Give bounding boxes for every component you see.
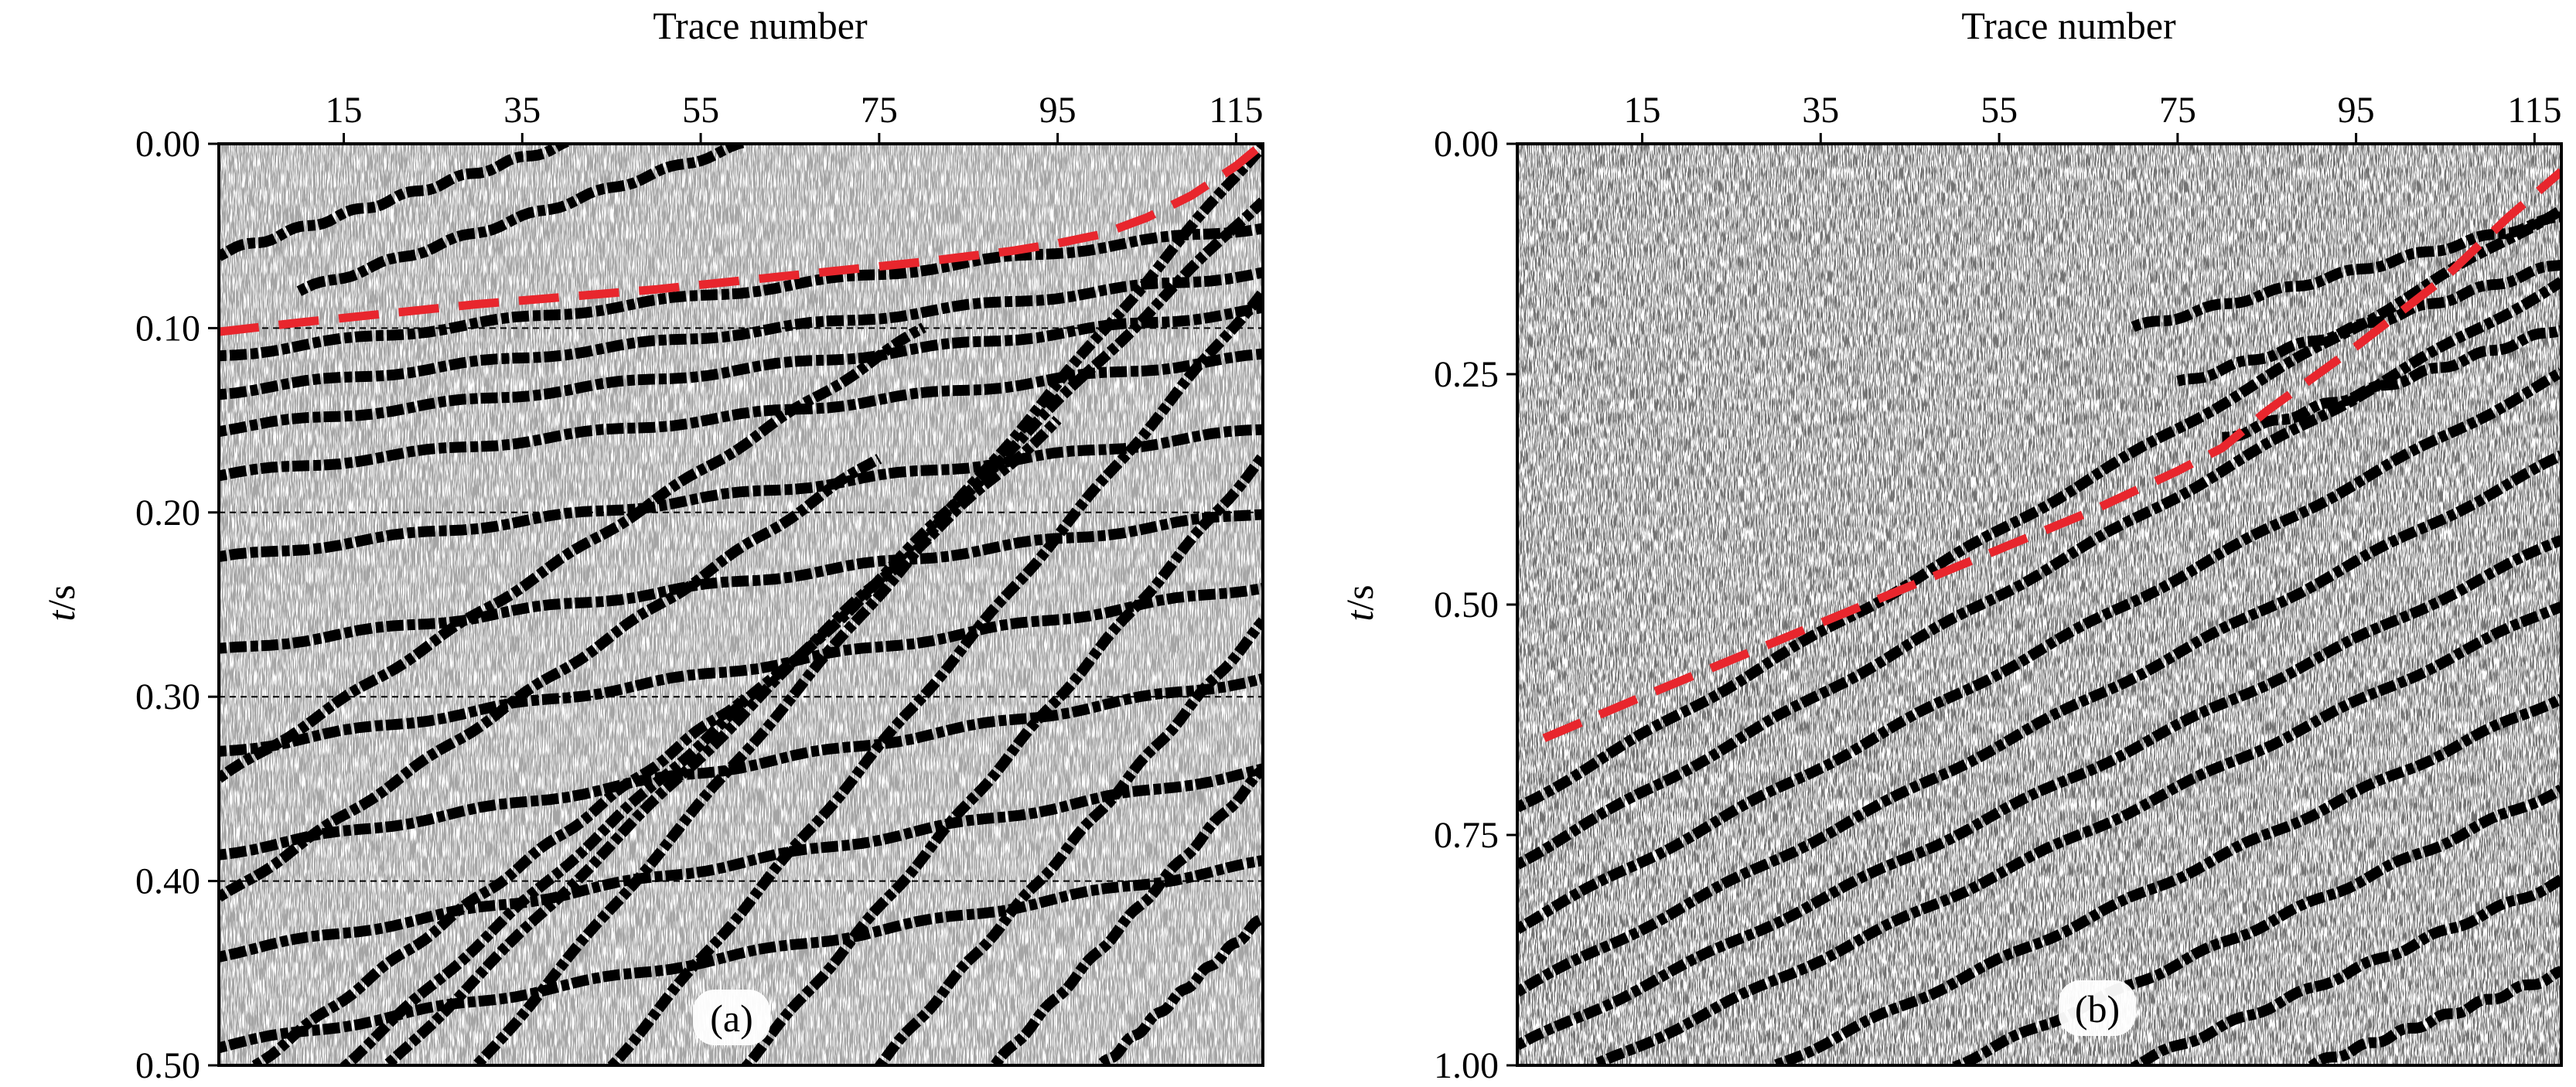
seismic-event (219, 267, 1263, 400)
y-tick-label: 1.00 (1434, 1045, 1499, 1086)
panel-a-frame (217, 142, 1264, 1067)
y-tick-label: 0.10 (135, 308, 200, 349)
panel-a-y-ticks: 0.00 0.10 0.20 0.30 0.40 0.50 (135, 124, 219, 1086)
seismic-event (2130, 874, 2561, 1065)
seismic-event (2308, 966, 2561, 1065)
panel-a-label: (a) (710, 997, 753, 1040)
y-tick-label: 0.00 (135, 124, 200, 165)
y-tick-label: 0.00 (1434, 124, 1499, 165)
seismic-event (2176, 260, 2561, 387)
seismic-event (219, 302, 1263, 438)
y-tick-label: 0.50 (135, 1045, 200, 1086)
x-tick-label: 35 (1802, 90, 1839, 131)
seismic-event (741, 452, 1263, 1065)
x-tick-label: 55 (1981, 90, 2018, 131)
panel-b: 15 35 55 75 95 115 0.00 0.25 0.50 0.75 1.00 Trace… (1338, 4, 2563, 1086)
x-tick-label: 115 (1209, 90, 1263, 131)
x-tick-label: 75 (2159, 90, 2196, 131)
seismic-event (296, 144, 747, 296)
seismic-event (219, 223, 1263, 362)
panel-a-first-break-line (219, 144, 1263, 336)
panel-b-events (1517, 205, 2561, 1065)
panel-b-y-axis-title: t/s (1338, 584, 1381, 621)
panel-b-label-box (2059, 980, 2136, 1036)
seismic-event (219, 763, 1263, 963)
seismic-event (219, 424, 1263, 563)
panel-b-background-noise (1517, 144, 2561, 1065)
seismic-event (2222, 325, 2561, 443)
y-tick-label: 0.40 (135, 861, 200, 902)
seismic-event (251, 693, 749, 1065)
seismic-event (1517, 450, 2561, 997)
seismic-event (1595, 601, 2561, 1065)
seismic-event (219, 322, 926, 783)
seismic-event (219, 673, 1263, 860)
panel-a-x-ticks: 15 35 55 75 95 115 (326, 90, 1263, 144)
x-tick-label: 15 (1624, 90, 1661, 131)
y-tick-label: 0.20 (135, 492, 200, 533)
seismic-event (219, 582, 1263, 757)
x-tick-label: 15 (326, 90, 363, 131)
x-tick-label: 35 (503, 90, 541, 131)
panel-a-y-axis-title: t/s (39, 584, 83, 621)
seismic-event (1774, 693, 2561, 1065)
x-tick-label: 95 (2338, 90, 2375, 131)
x-tick-label: 75 (861, 90, 898, 131)
y-tick-label: 0.25 (1434, 354, 1499, 395)
seismic-event (875, 617, 1263, 1065)
panel-a: 15 35 55 75 95 115 0.00 0.10 0.20 0.30 0.40 0.50 T… (39, 4, 1264, 1086)
panel-b-x-axis-title: Trace number (1961, 4, 2176, 47)
y-tick-label: 0.30 (135, 676, 200, 717)
seismic-event (1517, 277, 2561, 870)
seismic-event (219, 509, 1263, 654)
x-tick-label: 55 (682, 90, 719, 131)
seismic-event (1517, 535, 2561, 1051)
seismic-event (339, 415, 1062, 1065)
seismic-event (991, 765, 1263, 1065)
seismic-event (607, 288, 1263, 1065)
seismic-event (1098, 913, 1263, 1065)
panel-a-label-box (693, 990, 770, 1045)
y-tick-label: 0.75 (1434, 815, 1499, 856)
panel-b-x-ticks: 15 35 55 75 95 115 (1624, 90, 2561, 144)
x-tick-label: 115 (2507, 90, 2561, 131)
panel-a-x-axis-title: Trace number (653, 4, 868, 47)
seismic-event (1517, 205, 2561, 813)
seismic-event (1952, 784, 2561, 1065)
seismic-event (1517, 367, 2561, 934)
panel-b-first-break-line (1542, 168, 2561, 742)
panel-a-events (219, 144, 1263, 1065)
panel-b-label: (b) (2075, 987, 2120, 1031)
y-tick-label: 0.50 (1434, 584, 1499, 625)
seismic-event (2131, 211, 2561, 332)
seismic-event (219, 454, 882, 902)
x-tick-label: 95 (1039, 90, 1076, 131)
seismic-event (473, 144, 1263, 1065)
panel-b-y-ticks: 0.00 0.25 0.50 0.75 1.00 (1434, 124, 1517, 1086)
seismic-event (219, 144, 569, 261)
